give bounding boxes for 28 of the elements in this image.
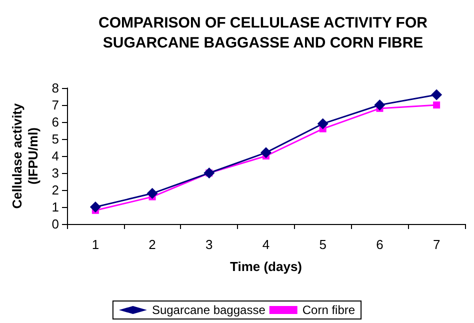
y-tick-label: 2	[52, 182, 59, 198]
point	[431, 89, 442, 100]
y-tick-label: 0	[52, 216, 59, 232]
point	[146, 188, 158, 199]
y-tick-label: 1	[52, 200, 59, 214]
point	[374, 100, 386, 110]
point	[260, 147, 272, 158]
x-tick-label: 6	[376, 237, 384, 252]
y-tick-label: 8	[52, 80, 59, 96]
point	[317, 118, 328, 130]
x-axis-title: Time (days)	[230, 259, 302, 274]
y-axis-title: Cellulase activity (IFPU/ml)	[9, 102, 40, 209]
x-tick-label: 1	[92, 237, 100, 252]
x-tick-label: 7	[432, 237, 440, 252]
y-tick-label: 4	[52, 148, 59, 164]
y-tick-label: 5	[52, 132, 59, 146]
chart-title: COMPARISON OF CELLULASE ACTIVITY FOR SUGARCANE BAGGASSE AND CORN FIBRE	[98, 14, 428, 52]
y-tick-label: 6	[52, 114, 59, 130]
y-tick-label: 3	[52, 166, 59, 180]
x-tick-label: 4	[262, 237, 270, 252]
legend-label: Corn fibre	[302, 303, 356, 317]
y-tick-label: 7	[52, 98, 59, 112]
x-tick-label: 5	[319, 237, 326, 252]
legend-label: Sugarcane baggasse	[152, 303, 266, 317]
x-tick-label: 2	[148, 237, 156, 252]
point	[90, 202, 101, 212]
x-tick-label: 3	[206, 237, 213, 252]
point	[433, 102, 440, 108]
